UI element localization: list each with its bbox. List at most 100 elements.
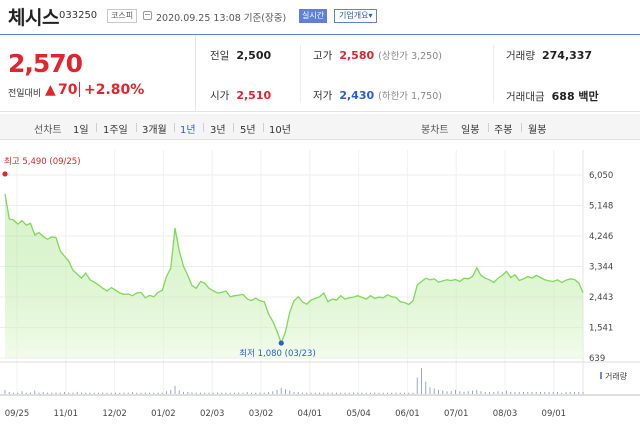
volume-bar — [361, 392, 363, 394]
tab-weekly[interactable]: 주봉 — [494, 125, 513, 136]
price-chart[interactable]: 6,050 5,148 4,246 3,344 2,443 1,541 639 09/25 11… — [0, 142, 640, 435]
volume-bar — [548, 391, 550, 394]
volume-bar — [561, 392, 563, 394]
volume-bar — [544, 391, 546, 394]
volume-bar — [540, 391, 541, 394]
chart-period-tabs: 선차트 1일 1주일 3개월 1년 3년 5년 10년 봉차트 일봉 주봉 월봉 — [0, 114, 640, 140]
volume-bar — [64, 391, 65, 394]
volume-bar — [391, 392, 393, 394]
x-tick-label: 09/25 — [5, 409, 30, 419]
volume-bar — [289, 390, 291, 394]
volume-bar — [302, 392, 303, 394]
volume-bar — [501, 391, 503, 394]
volume-bar — [59, 392, 61, 394]
volume-bar — [195, 392, 197, 394]
volume-bar — [42, 391, 44, 394]
price-summary: 2,570 전일대비 ▲ 70 +2.80% 전일 2,500 시가 2,510 고… — [0, 34, 640, 112]
volume-bar — [178, 390, 180, 394]
volume-bar — [489, 391, 490, 394]
tab-3y[interactable]: 3년 — [210, 125, 226, 136]
volume-bar — [370, 392, 371, 394]
volume-bar — [153, 392, 155, 394]
volume-bar — [51, 392, 53, 394]
tab-1w[interactable]: 1주일 — [103, 125, 128, 136]
tab-monthly[interactable]: 월봉 — [528, 125, 547, 136]
volume-bar — [13, 392, 14, 394]
volume-bar — [25, 392, 27, 394]
volume-bar — [404, 392, 405, 394]
volume-bar — [493, 391, 495, 394]
open-value: 2,510 — [236, 89, 272, 102]
volume-bar — [552, 391, 554, 394]
volume-bar — [246, 391, 248, 394]
upper-limit: (상한가 3,250) — [378, 51, 442, 62]
current-price: 2,570 — [8, 49, 83, 78]
volume-bar — [149, 392, 150, 394]
tab-1d[interactable]: 1일 — [73, 125, 89, 136]
volume-bar — [374, 392, 376, 394]
volume-bar — [535, 391, 537, 394]
volume-bar — [170, 389, 172, 394]
y-tick-label: 6,050 — [589, 171, 613, 181]
volume-bar — [238, 392, 240, 394]
volume-bar — [293, 391, 295, 394]
volume-bar — [166, 391, 167, 394]
volume-bar — [416, 377, 418, 394]
amount-label: 거래대금 — [506, 91, 545, 103]
y-tick-label: 1,541 — [589, 323, 613, 333]
volume-bar — [272, 391, 274, 394]
tab-5y[interactable]: 5년 — [240, 125, 256, 136]
volume-bar — [229, 392, 231, 394]
volume-bar — [17, 392, 19, 394]
volume-bar — [578, 391, 580, 394]
candle-chart-label: 봉차트 — [421, 125, 449, 136]
high-label: 고가 — [313, 50, 333, 62]
volume-bar — [518, 391, 520, 394]
tab-daily[interactable]: 일봉 — [461, 125, 480, 136]
volume-bar — [187, 391, 189, 394]
volume-bar — [387, 392, 388, 394]
x-tick-label: 05/04 — [346, 409, 371, 419]
calendar-icon — [143, 11, 152, 20]
volume-bar — [569, 391, 571, 394]
tab-divider — [488, 123, 489, 132]
volume-bar — [136, 392, 138, 394]
volume-bar — [144, 392, 146, 394]
open-label: 시가 — [210, 90, 230, 102]
company-overview-button[interactable]: 기업개요▾ — [334, 9, 378, 23]
change-value: 70 — [58, 82, 78, 98]
volume-bar — [425, 381, 427, 394]
volume-bar — [382, 392, 384, 394]
stock-header: 체시스 033250 코스피 2020.09.25 13:08 기준(장중) 실… — [0, 0, 640, 34]
volume-bar — [251, 392, 252, 394]
amount-stat: 거래대금 688 백만 — [506, 88, 599, 104]
volume-bar — [472, 390, 473, 394]
volume-bar — [55, 392, 57, 394]
tab-1y[interactable]: 1년 — [180, 125, 196, 136]
high-annotation: 최고 5,490 (09/25) — [4, 156, 81, 167]
tab-10y[interactable]: 10년 — [269, 125, 291, 136]
low-value: 2,430 — [339, 89, 375, 102]
realtime-button[interactable]: 실시간 — [299, 9, 328, 23]
volume-bar — [72, 392, 74, 394]
amount-value: 688 백만 — [551, 90, 599, 103]
y-tick-label: 2,443 — [589, 293, 613, 303]
volume-bar — [531, 391, 533, 394]
low-marker — [278, 340, 284, 346]
volume-bar — [421, 368, 422, 394]
volume-bar — [497, 391, 499, 394]
tab-3m[interactable]: 3개월 — [142, 125, 167, 136]
volume-bar — [225, 392, 227, 394]
tab-divider — [96, 123, 97, 132]
volume-bar — [47, 392, 48, 394]
volume-bar — [455, 389, 456, 394]
volume-bar — [183, 391, 184, 394]
volume-bar — [119, 392, 121, 394]
volume-bar — [68, 392, 70, 394]
volume-bar — [93, 392, 95, 394]
low-annotation: 최저 1,080 (03/23) — [239, 348, 316, 359]
volume-bar — [450, 391, 452, 394]
volume-bar — [85, 392, 87, 394]
prev-close-label: 전일 — [210, 50, 230, 62]
prev-close-value: 2,500 — [236, 49, 272, 62]
